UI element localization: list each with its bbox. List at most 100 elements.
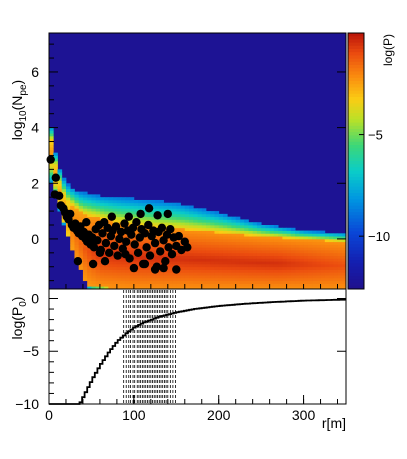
heatmap-cell [65, 199, 71, 204]
heatmap-cell [197, 283, 203, 287]
heatmap-cell [112, 283, 118, 287]
heatmap-cell [316, 255, 321, 259]
heatmap-cell [121, 202, 126, 206]
heatmap-cell [278, 227, 283, 231]
heatmap-cell [82, 261, 88, 265]
heatmap-cell [244, 286, 249, 290]
heatmap-cell [290, 244, 296, 248]
heatmap-cell [312, 269, 317, 273]
heatmap-cell [273, 255, 279, 259]
heatmap-cell [82, 194, 88, 198]
heatmap-cell [167, 266, 173, 270]
heatmap-cell [159, 219, 164, 223]
heatmap-cell [286, 230, 292, 234]
colorbar-step [348, 257, 364, 261]
heatmap-cell [70, 188, 75, 193]
heatmap-cell [87, 211, 92, 215]
heatmap-cell [125, 236, 131, 240]
heatmap-cell [146, 227, 152, 231]
heatmap-cell [176, 255, 181, 259]
heatmap-cell [312, 250, 317, 254]
heatmap-cell [265, 250, 271, 254]
heatmap-cell [320, 255, 326, 259]
heatmap-cell [252, 277, 258, 282]
heatmap-cell [231, 241, 237, 245]
heatmap-cell [273, 266, 279, 270]
heatmap-cell [95, 266, 101, 270]
heatmap-cell [189, 277, 194, 282]
heatmap-cell [273, 261, 279, 265]
heatmap-cell [303, 275, 309, 279]
heatmap-cell [307, 280, 313, 284]
heatmap-cell [269, 263, 275, 268]
heatmap-cell [189, 233, 194, 237]
heatmap-cell [167, 238, 173, 243]
heatmap-cell [265, 272, 271, 276]
heatmap-cell [320, 233, 326, 237]
heatmap-cell [252, 263, 258, 268]
heatmap-cell [99, 236, 105, 240]
heatmap-cell [49, 141, 54, 145]
heatmap-cell [218, 236, 224, 240]
heatmap-cell [214, 252, 220, 257]
heatmap-cell [78, 219, 84, 223]
heatmap-cell [61, 180, 67, 184]
heatmap-cell [193, 216, 198, 220]
heatmap-cell [239, 247, 245, 251]
heatmap-cell [235, 236, 241, 240]
heatmap-cell [303, 272, 309, 276]
heatmap-cell [299, 244, 304, 248]
heatmap-cell [282, 233, 287, 237]
heatmap-cell [87, 216, 92, 220]
heatmap-cell [295, 269, 300, 273]
heatmap-cell [320, 280, 326, 284]
heatmap-cell [74, 197, 80, 201]
heatmap-cell [125, 286, 131, 290]
heatmap-cell [57, 188, 63, 193]
heatmap-cell [121, 269, 126, 273]
heatmap-cell [295, 263, 300, 268]
heatmap-cell [210, 263, 215, 268]
heatmap-cell [159, 205, 164, 209]
heatmap-cell [116, 261, 122, 265]
heatmap-cell [87, 255, 92, 259]
heatmap-cell [218, 222, 224, 226]
heatmap-cell [193, 211, 198, 215]
heatmap-cell [87, 208, 92, 212]
event-point [110, 241, 119, 251]
heatmap-cell [316, 238, 321, 243]
heatmap-cell [112, 250, 118, 254]
heatmap-cell [108, 283, 114, 287]
heatmap-cell [138, 247, 143, 251]
heatmap-cell [180, 222, 186, 226]
heatmap-cell [214, 230, 220, 234]
heatmap-cell [278, 272, 283, 276]
heatmap-cell [74, 191, 80, 195]
heatmap-cell [210, 266, 215, 270]
heatmap-cell [265, 244, 271, 248]
heatmap-cell [205, 247, 211, 251]
heatmap-cell [316, 250, 321, 254]
heatmap-cell [312, 272, 317, 276]
heatmap-cell [210, 244, 215, 248]
heatmap-cell [290, 263, 296, 268]
heatmap-cell [210, 230, 215, 234]
heatmap-cell [269, 247, 275, 251]
heatmap-cell [172, 225, 177, 229]
heatmap-cell [49, 144, 54, 148]
heatmap-cell [129, 247, 135, 251]
heatmap-cell [116, 280, 122, 284]
heatmap-cell [252, 250, 258, 254]
heatmap-cell [273, 236, 279, 240]
heatmap-cell [295, 255, 300, 259]
y-tick-label: 6 [31, 64, 39, 80]
heatmap-cell [320, 241, 326, 245]
heatmap-cell [244, 252, 249, 257]
colorbar-step [348, 231, 364, 236]
heatmap-cell [155, 258, 160, 262]
heatmap-cell [112, 233, 118, 237]
heatmap-cell [278, 258, 283, 262]
heatmap-cell [197, 241, 203, 245]
heatmap-cell [70, 194, 75, 198]
heatmap-cell [261, 227, 266, 231]
